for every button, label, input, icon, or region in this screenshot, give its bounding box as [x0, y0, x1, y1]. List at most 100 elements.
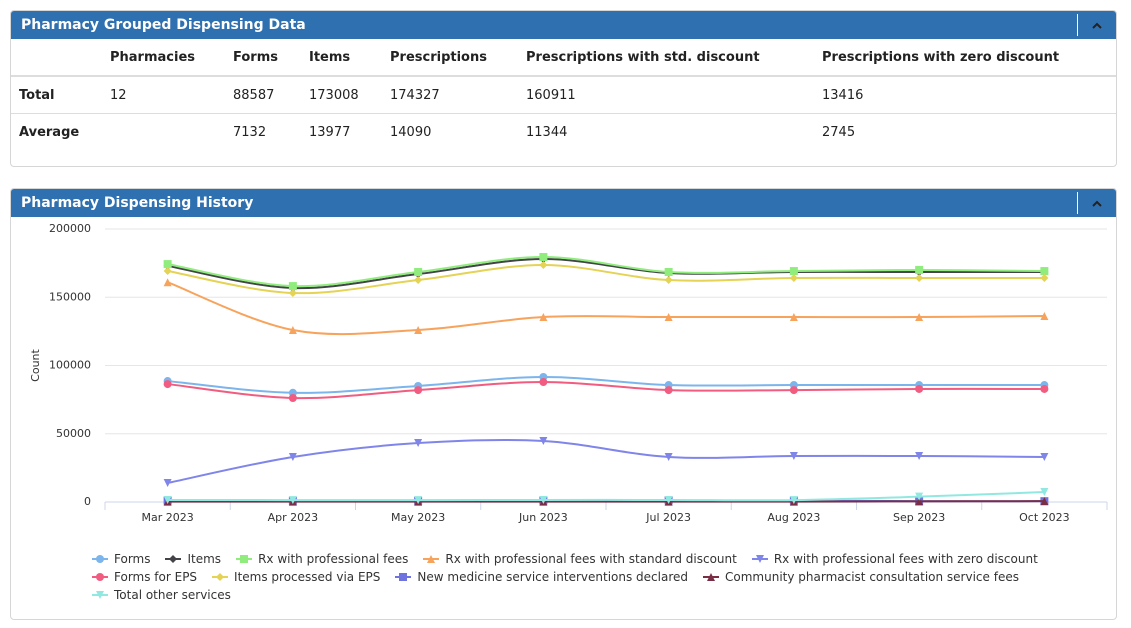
marker — [539, 313, 548, 322]
header-row: Pharmacies Forms Items Prescriptions Prescri… — [11, 39, 1116, 77]
marker — [789, 274, 798, 283]
series-line — [167, 438, 1045, 485]
legend-label: New medicine service interventions decla… — [417, 570, 689, 584]
series-line — [167, 381, 1045, 400]
empty-cell — [110, 114, 233, 151]
x-tick-label: Aug 2023 — [767, 511, 820, 524]
x-tick-label: Mar 2023 — [142, 511, 194, 524]
x-tick-label: Sep 2023 — [893, 511, 945, 524]
marker — [163, 278, 172, 287]
marker — [1040, 384, 1049, 393]
row-label: Total — [11, 76, 110, 114]
row-label: Average — [19, 124, 80, 140]
chart-panel: Pharmacy Dispensing History 0 50000 100000… — [10, 188, 1117, 620]
marker — [288, 452, 297, 461]
marker — [915, 313, 924, 322]
panel-title: Pharmacy Grouped Dispensing Data — [21, 17, 306, 33]
series-line — [167, 375, 1045, 394]
marker — [789, 386, 798, 395]
y-tick-label: 150000 — [49, 290, 91, 303]
marker — [288, 326, 297, 335]
legend-symbol — [92, 591, 108, 599]
x-tick-label: Jul 2023 — [645, 511, 691, 524]
marker — [163, 267, 172, 276]
legend-item: Rx with professional fees with standard … — [422, 550, 737, 568]
marker — [539, 261, 548, 270]
table-cell: 12 — [110, 76, 233, 114]
marker — [539, 378, 548, 387]
marker — [414, 439, 423, 448]
legend-label: Rx with professional fees with zero disc… — [773, 552, 1038, 566]
marker — [399, 573, 408, 581]
y-tick-label: 50000 — [56, 427, 91, 440]
series-line — [167, 491, 1045, 502]
marker — [789, 451, 798, 460]
y-tick-label: 0 — [84, 495, 91, 508]
x-tick-label: Apr 2023 — [268, 511, 319, 524]
marker — [414, 496, 423, 505]
table-cell: 160911 — [526, 76, 822, 114]
legend-item: Community pharmacist consultation servic… — [702, 568, 1019, 586]
marker — [414, 267, 423, 276]
marker — [414, 326, 423, 335]
marker — [915, 384, 924, 393]
marker — [288, 282, 297, 291]
marker — [163, 260, 172, 269]
legend-label: Items — [187, 552, 222, 566]
column-header: Prescriptions with std. discount — [526, 39, 822, 77]
x-tick-label: Jun 2023 — [518, 511, 568, 524]
marker — [707, 573, 716, 581]
marker — [539, 495, 548, 504]
collapse-button[interactable] — [1077, 192, 1116, 214]
data-table: Pharmacies Forms Items Prescriptions Prescri… — [11, 39, 1116, 150]
legend-symbol — [212, 573, 229, 581]
panel-header: Pharmacy Dispensing History — [11, 189, 1116, 217]
marker — [163, 479, 172, 488]
marker — [915, 492, 924, 501]
legend-symbol — [751, 555, 768, 563]
legend-symbol — [703, 573, 720, 581]
marker — [664, 495, 673, 504]
table-cell: 14090 — [390, 124, 432, 140]
marker — [414, 386, 423, 395]
marker — [789, 267, 798, 276]
legend-label: Total other services — [114, 588, 231, 602]
marker — [1040, 267, 1049, 276]
marker — [915, 451, 924, 460]
legend-label: Forms for EPS — [114, 570, 198, 584]
marker — [755, 555, 764, 563]
series-line — [167, 255, 1045, 288]
marker — [789, 496, 798, 505]
x-tick-label: May 2023 — [391, 511, 445, 524]
marker — [163, 380, 172, 389]
legend: Forms Items Rx with professional fees Rx wi… — [91, 550, 1071, 604]
marker — [169, 555, 178, 563]
marker — [288, 393, 297, 402]
marker — [240, 555, 249, 563]
collapse-button[interactable] — [1077, 14, 1116, 36]
legend-item: Forms — [91, 550, 150, 568]
marker — [664, 313, 673, 322]
legend-symbol — [165, 555, 182, 563]
marker — [1040, 274, 1049, 283]
column-header: Forms — [233, 39, 309, 77]
panel-title: Pharmacy Dispensing History — [21, 195, 254, 211]
marker — [664, 276, 673, 285]
series-line — [167, 281, 1045, 336]
column-header: Items — [309, 39, 390, 77]
table-cell: 174327 — [390, 76, 526, 114]
table-cell: 2745 — [822, 124, 856, 140]
legend-symbol — [92, 555, 108, 563]
legend-symbol — [395, 573, 412, 581]
chart: 0 50000 100000 150000 200000 Mar 2023 Apr 2023… — [29, 222, 1108, 524]
column-header: Pharmacies — [110, 39, 233, 77]
legend-item: Forms for EPS — [91, 568, 197, 586]
y-tick-label: 200000 — [49, 222, 91, 235]
marker — [789, 313, 798, 322]
marker — [664, 452, 673, 461]
y-axis-title: Count — [29, 348, 42, 381]
table-cell: 13977 — [309, 124, 351, 140]
legend-item: Total other services — [91, 586, 231, 604]
marker — [1040, 311, 1049, 320]
